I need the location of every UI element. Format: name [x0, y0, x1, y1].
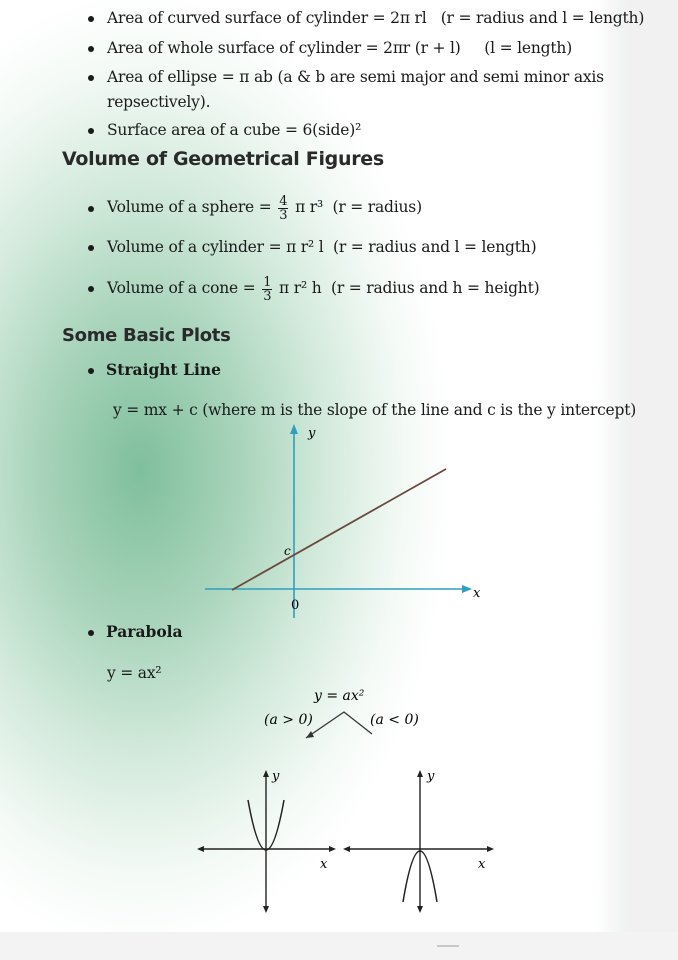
curved-cylinder-formula: Area of curved surface of cylinder = 2π …	[107, 9, 645, 27]
bullet	[88, 75, 94, 81]
x-axis-arrow	[462, 585, 472, 593]
indicator-lines	[305, 711, 373, 739]
cylinder-volume-formula: Volume of a cylinder = π r² l (r = radiu…	[107, 238, 537, 256]
bullet	[88, 368, 94, 374]
cube-formula: Surface area of a cube = 6(side)²	[107, 121, 362, 139]
intercept-label: c	[284, 544, 291, 558]
parabola-title: Parabola	[106, 622, 183, 641]
upward-parabola	[247, 799, 285, 851]
left-x-arrow	[329, 846, 336, 852]
scroll-indicator	[437, 945, 459, 947]
left-y-arrow-neg	[263, 906, 269, 913]
positive-a-label: (a > 0)	[264, 712, 313, 728]
bullet	[88, 128, 94, 134]
left-y-label: y	[271, 769, 280, 784]
right-y-label: y	[426, 769, 435, 784]
straight-line-title: Straight Line	[106, 360, 222, 379]
right-x-arrow-neg	[343, 846, 350, 852]
negative-a-label: (a < 0)	[370, 712, 419, 728]
bullet	[88, 245, 94, 251]
straight-line	[231, 468, 447, 591]
right-y-arrow	[417, 770, 423, 777]
whole-cylinder-formula: Area of whole surface of cylinder = 2πr …	[107, 39, 573, 57]
ellipse-formula-cont: repsectively).	[107, 93, 211, 111]
right-y-arrow-neg	[417, 906, 423, 913]
parabola-equation: y = ax²	[107, 664, 162, 682]
y-axis-arrow	[290, 424, 298, 434]
left-x-label: x	[320, 857, 328, 872]
page-edge	[626, 0, 678, 960]
origin-label: 0	[291, 598, 299, 613]
diagram-equation: y = ax²	[313, 688, 365, 704]
bullet	[88, 206, 94, 212]
bullet	[88, 630, 94, 636]
bottom-margin	[0, 932, 678, 960]
right-x-label: x	[478, 857, 486, 872]
x-axis-label: x	[473, 586, 481, 601]
plots-heading: Some Basic Plots	[62, 325, 231, 346]
page-background	[0, 0, 626, 932]
ellipse-formula: Area of ellipse = π ab (a & b are semi m…	[107, 68, 604, 86]
bullet	[88, 46, 94, 52]
indicator-arrow-left	[306, 731, 314, 738]
left-y-arrow	[263, 770, 269, 777]
y-axis-label: y	[307, 426, 316, 441]
downward-parabola	[402, 850, 438, 903]
bullet	[88, 16, 94, 22]
right-x-arrow	[487, 846, 494, 852]
left-x-arrow-neg	[197, 846, 204, 852]
bullet	[88, 286, 94, 292]
volume-heading: Volume of Geometrical Figures	[62, 148, 384, 170]
straight-line-equation: y = mx + c (where m is the slope of the …	[113, 401, 637, 419]
